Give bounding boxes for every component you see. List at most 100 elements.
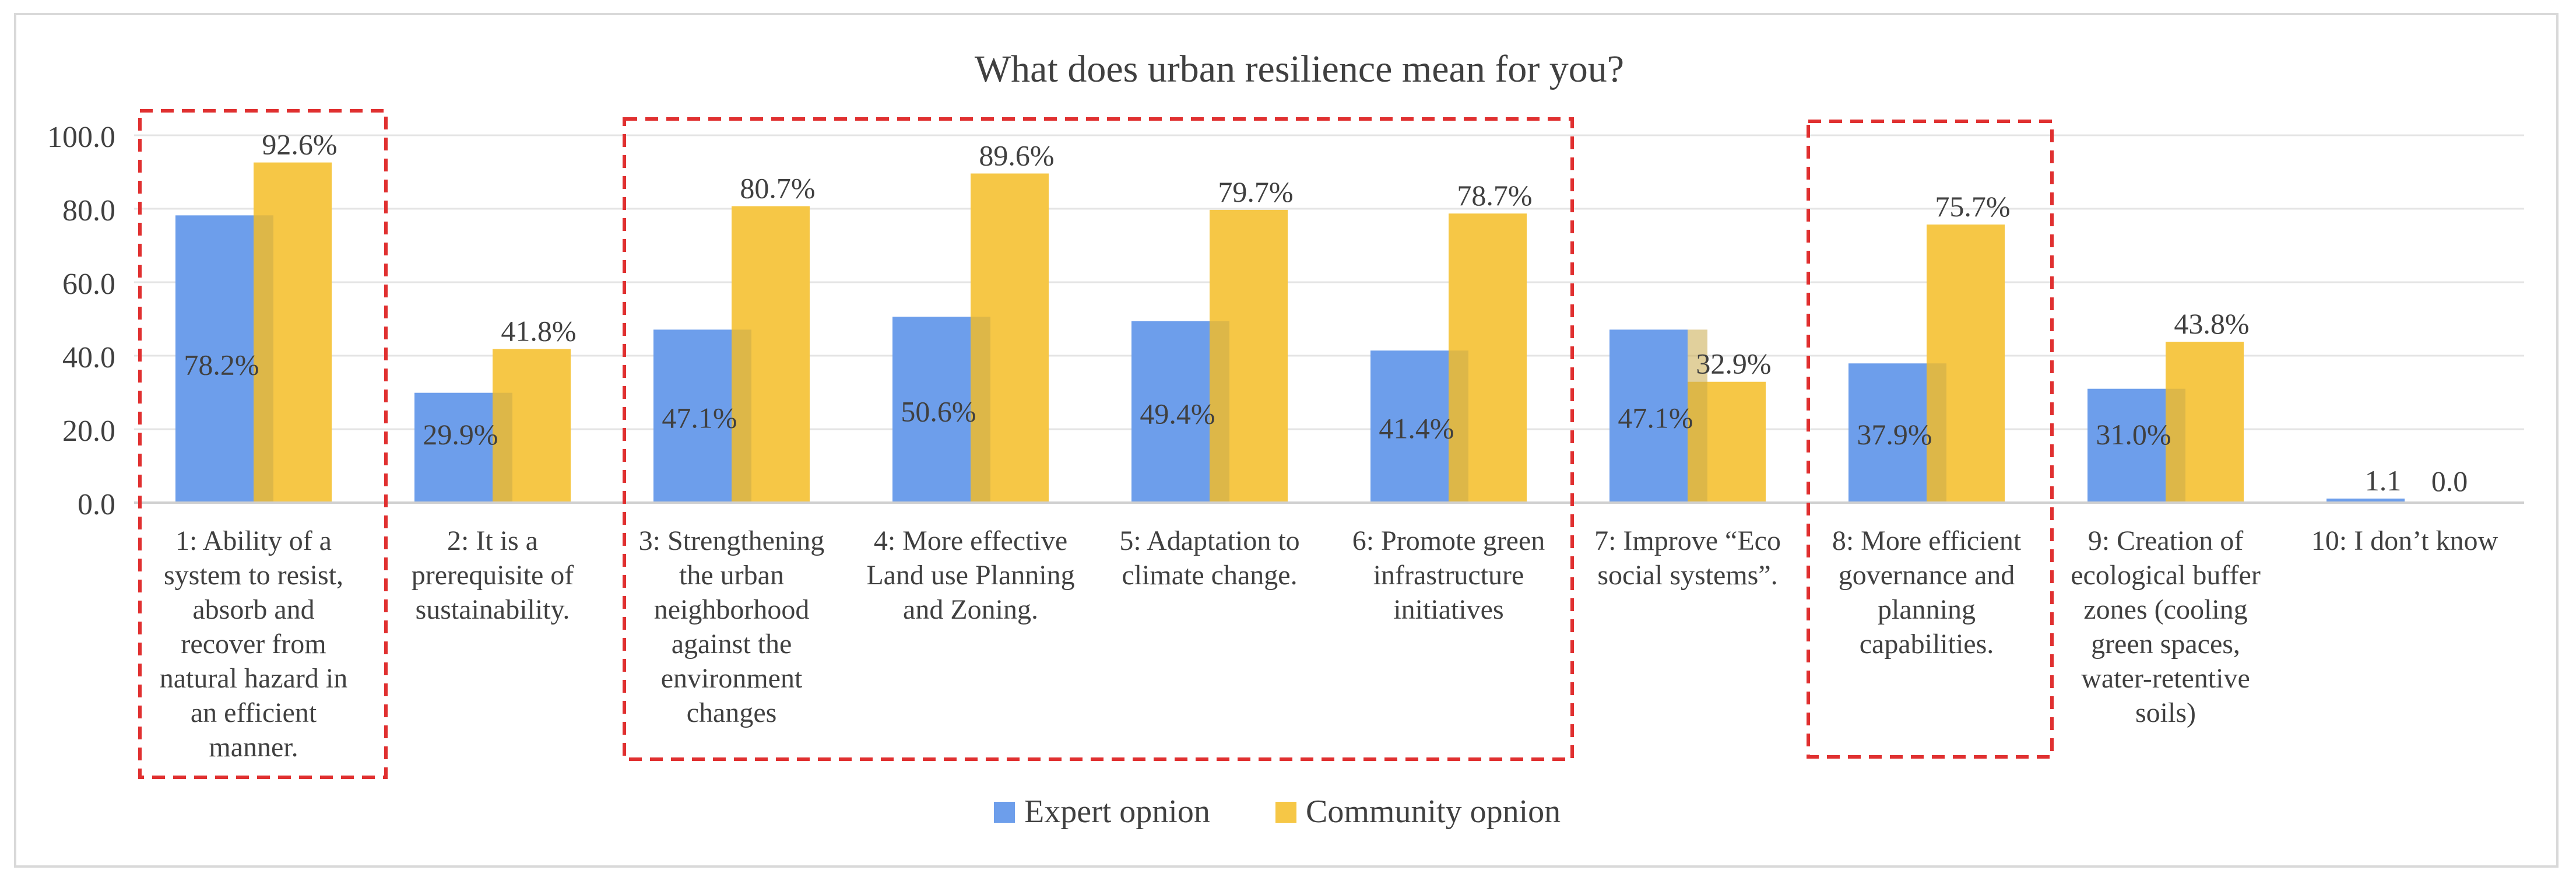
x-category-label-line: the urban <box>679 560 784 591</box>
x-category-label-line: 9: Creation of <box>2088 525 2244 556</box>
bar-expert <box>414 392 493 503</box>
data-label-expert: 37.9% <box>1857 418 1932 451</box>
bar-expert <box>2327 499 2405 503</box>
x-category-label: 9: Creation of ecological buffer zones (co… <box>2071 525 2261 728</box>
y-axis: 0.0 20.0 40.0 60.0 80.0 100.0 <box>47 121 115 521</box>
data-label-expert: 29.9% <box>423 418 498 451</box>
bar-overlap-shade <box>493 392 512 503</box>
y-tick-label: 0.0 <box>78 488 115 521</box>
x-category-label-line: 10: I don’t know <box>2311 525 2498 556</box>
data-label-expert: 31.0% <box>2096 418 2171 451</box>
y-tick-label: 40.0 <box>62 341 115 374</box>
legend: Expert opnion Community opnion <box>994 794 1561 830</box>
x-category-label-line: initiatives <box>1393 594 1503 625</box>
x-category-label: 10: I don’t know <box>2311 525 2498 556</box>
y-tick-label: 60.0 <box>62 268 115 301</box>
highlight-box <box>623 117 1574 761</box>
x-category-label-line: Land use Planning <box>866 560 1074 591</box>
x-category-label-line: absorb and <box>192 594 314 625</box>
x-category-label-line: changes <box>687 697 777 728</box>
bar-expert <box>1609 329 1688 503</box>
bar-expert <box>653 329 732 503</box>
x-category-label-line: 6: Promote green <box>1352 525 1545 556</box>
x-category-label-line: sustainability. <box>416 594 570 625</box>
x-category-label-line: soils) <box>2135 697 2196 728</box>
data-label-expert: 47.1% <box>662 402 737 434</box>
bar-overlap-shade <box>2166 388 2185 503</box>
chart-title: What does urban resilience mean for you? <box>975 48 1624 90</box>
bar-expert <box>892 317 971 503</box>
data-label-community: 0.0 <box>2431 465 2468 497</box>
x-category-label-line: ecological buffer <box>2071 560 2261 591</box>
bars <box>175 162 2405 503</box>
data-label-community: 41.8% <box>501 315 576 348</box>
x-category-label-line: 3: Strengthening <box>639 525 825 556</box>
x-category-label-line: water-retentive <box>2081 663 2250 694</box>
data-label-expert: 1.1 <box>2365 464 2402 497</box>
data-label-expert: 49.4% <box>1140 397 1215 430</box>
x-category-label-line: recover from <box>181 629 326 660</box>
x-category-label: 1: Ability of a system to resist, absorb a… <box>160 525 348 763</box>
data-label-community: 92.6% <box>262 128 337 161</box>
x-category-label-line: capabilities. <box>1860 629 1994 660</box>
y-tick-label: 100.0 <box>47 121 115 154</box>
legend-swatch <box>1275 802 1296 823</box>
data-label-community: 78.7% <box>1457 179 1532 212</box>
y-tick-label: 20.0 <box>62 415 115 448</box>
x-category-label-line: climate change. <box>1122 560 1297 591</box>
x-category-label: 2: It is a prerequisite of sustainability. <box>412 525 574 625</box>
x-category-label-line: zones (cooling <box>2083 594 2247 625</box>
x-category-label-line: against the <box>672 629 792 660</box>
bar-overlap-shade <box>1210 321 1229 503</box>
x-category-label-line: neighborhood <box>654 594 810 625</box>
bar-expert <box>1131 321 1210 503</box>
data-label-community: 75.7% <box>1935 190 2010 223</box>
data-label-expert: 47.1% <box>1618 402 1693 434</box>
x-category-label-line: green spaces, <box>2091 629 2240 660</box>
data-label-community: 43.8% <box>2174 307 2249 340</box>
x-category-label-line: 8: More efficient <box>1832 525 2022 556</box>
x-category-label: 8: More efficient governance and planning c… <box>1832 525 2022 660</box>
bar-expert <box>1848 363 1927 503</box>
x-category-label-line: 4: More effective <box>874 525 1067 556</box>
bar-overlap-shade <box>732 329 751 503</box>
x-category-label: 6: Promote green infrastructure initiative… <box>1352 525 1545 625</box>
bar-expert <box>175 215 254 503</box>
bar-expert <box>1370 350 1449 503</box>
x-category-label-line: and Zoning. <box>903 594 1038 625</box>
data-label-community: 89.6% <box>979 139 1054 172</box>
legend-swatch <box>994 802 1015 823</box>
x-category-label-line: manner. <box>209 732 298 763</box>
x-category-label-line: natural hazard in <box>160 663 348 694</box>
x-category-label-line: prerequisite of <box>412 560 574 591</box>
x-category-label-line: planning <box>1878 594 1976 625</box>
x-category-label-line: governance and <box>1839 560 2015 591</box>
x-category-label-line: 1: Ability of a <box>175 525 332 556</box>
data-label-community: 79.7% <box>1218 176 1293 208</box>
x-category-label: 4: More effective Land use Planning and Zo… <box>866 525 1074 625</box>
highlight-box <box>138 109 388 779</box>
x-category-label-line: infrastructure <box>1373 560 1524 591</box>
bar-expert <box>2087 388 2166 503</box>
legend-label: Expert opnion <box>1024 794 1210 830</box>
x-category-label-line: 2: It is a <box>447 525 538 556</box>
data-label-expert: 50.6% <box>901 395 976 428</box>
highlight-boxes <box>138 109 2054 779</box>
bar-overlap-shade <box>971 317 990 503</box>
x-category-label-line: an efficient <box>191 697 317 728</box>
x-category-label: 5: Adaptation to climate change. <box>1119 525 1299 591</box>
x-category-label: 3: Strengthening the urban neighborhood aga… <box>639 525 825 728</box>
bar-overlap-shade <box>1927 363 1946 503</box>
x-axis: 1: Ability of a system to resist, absorb a… <box>134 501 2524 763</box>
bar-overlap-shade <box>1449 350 1468 503</box>
x-category-label: 7: Improve “Eco social systems”. <box>1594 525 1781 591</box>
legend-label: Community opnion <box>1306 794 1561 830</box>
data-labels: 78.2% 92.6% 29.9% 41.8% 47.1% 80.7% 50.6% 89.6%… <box>184 128 2468 497</box>
x-category-label-line: 5: Adaptation to <box>1119 525 1299 556</box>
x-category-label-line: environment <box>661 663 803 694</box>
x-category-label-line: system to resist, <box>164 560 343 591</box>
data-label-expert: 78.2% <box>184 349 259 381</box>
data-label-expert: 41.4% <box>1379 412 1454 445</box>
bar-overlap-shade <box>1688 329 1707 503</box>
